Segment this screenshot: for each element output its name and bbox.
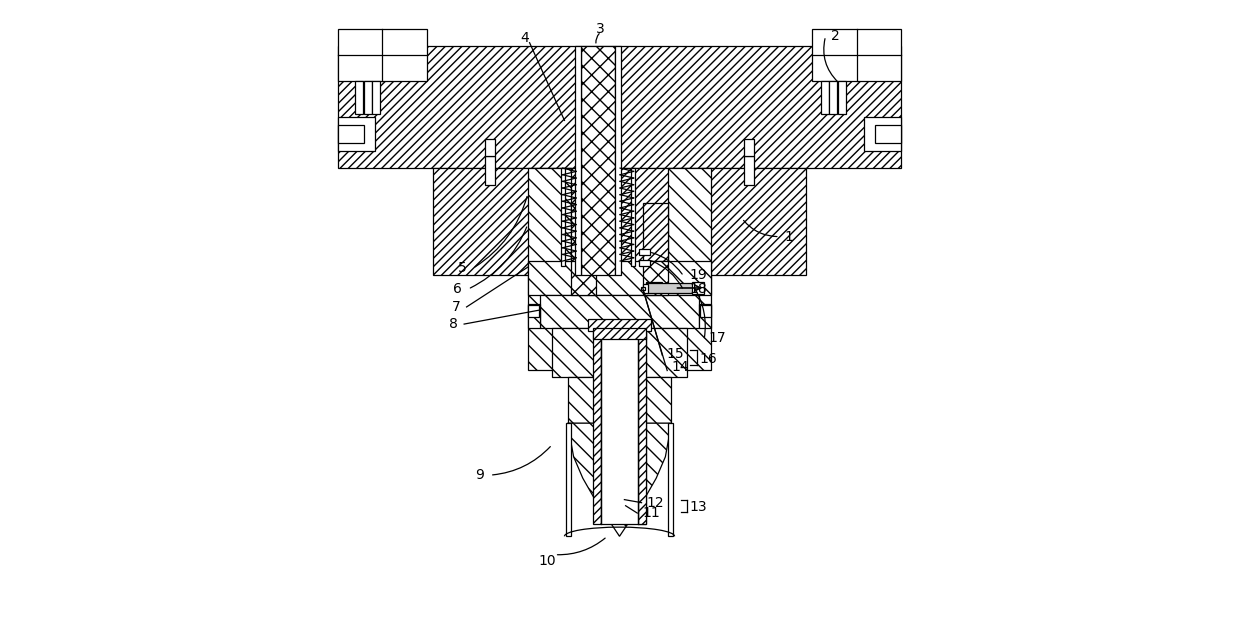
Text: 6: 6 (452, 282, 462, 296)
Bar (528, 304, 540, 329)
Text: 1: 1 (784, 229, 793, 244)
Bar (528, 261, 711, 294)
Bar (364, 81, 372, 114)
Bar (528, 305, 539, 317)
Bar (616, 46, 621, 275)
Bar (699, 304, 711, 329)
Bar (643, 285, 648, 293)
Bar (592, 329, 647, 339)
Bar (592, 329, 601, 524)
Bar (820, 81, 829, 114)
Bar (484, 156, 494, 185)
Bar (875, 125, 901, 143)
Text: 8: 8 (450, 317, 458, 331)
Text: 2: 2 (830, 29, 839, 43)
Bar (668, 423, 673, 536)
Bar (639, 260, 650, 266)
Text: 15: 15 (667, 347, 684, 361)
Text: 19: 19 (690, 267, 707, 281)
Bar (587, 319, 652, 332)
Bar (566, 423, 571, 536)
Text: 18: 18 (690, 281, 707, 296)
Bar (601, 329, 638, 524)
Text: 10: 10 (539, 554, 556, 568)
Bar (571, 203, 596, 261)
Bar (638, 329, 647, 524)
Bar (581, 46, 616, 275)
Bar (641, 287, 644, 290)
Bar (432, 168, 807, 275)
Bar (575, 46, 581, 275)
Text: 16: 16 (700, 352, 717, 366)
Bar (691, 282, 704, 294)
Bar (643, 261, 668, 294)
Bar (745, 139, 755, 156)
Bar (864, 117, 901, 151)
Bar (540, 294, 699, 329)
Bar (561, 168, 565, 266)
Polygon shape (567, 423, 672, 536)
Text: 12: 12 (647, 495, 664, 510)
Bar (700, 305, 711, 317)
Bar (647, 283, 662, 293)
Bar (813, 29, 901, 81)
Bar (484, 139, 494, 156)
Bar (639, 249, 650, 255)
Bar (647, 283, 695, 293)
Bar (338, 29, 426, 81)
Bar (553, 329, 686, 378)
Bar (638, 329, 647, 524)
Text: 17: 17 (709, 330, 726, 345)
Bar (567, 378, 672, 423)
Bar (668, 168, 711, 370)
Bar (631, 168, 636, 266)
Text: 11: 11 (642, 506, 660, 520)
Bar (338, 117, 375, 151)
Text: 14: 14 (672, 360, 689, 374)
Text: 4: 4 (520, 31, 529, 45)
Bar (338, 46, 901, 168)
Bar (643, 203, 668, 261)
Bar (338, 125, 364, 143)
Bar (829, 81, 838, 114)
Text: 9: 9 (475, 468, 483, 482)
Bar (838, 81, 846, 114)
Bar (356, 81, 363, 114)
Bar (373, 81, 380, 114)
Bar (745, 156, 755, 185)
Text: 5: 5 (458, 262, 467, 275)
Text: 13: 13 (690, 500, 707, 514)
Text: 7: 7 (452, 300, 461, 314)
Bar (571, 261, 596, 294)
Text: 3: 3 (596, 22, 605, 35)
Bar (528, 168, 571, 370)
